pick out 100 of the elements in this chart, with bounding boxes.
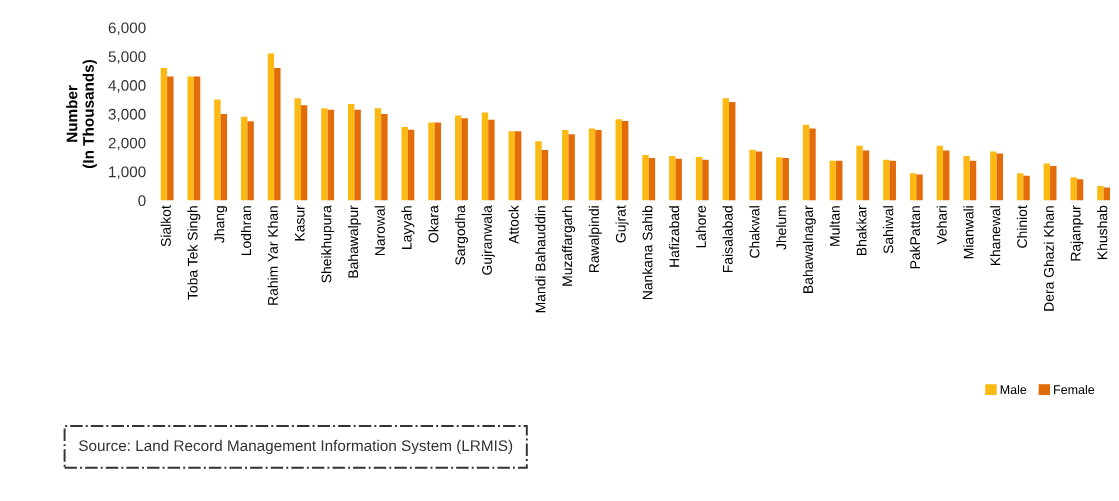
bar xyxy=(568,134,575,201)
bar xyxy=(862,150,870,201)
bar xyxy=(327,109,335,201)
bar xyxy=(776,157,783,201)
bar xyxy=(214,99,221,201)
y-tick-label: 1,000 xyxy=(109,166,146,180)
x-tick-label: Jhang xyxy=(214,206,228,243)
x-tick-label: Bahawalnagar xyxy=(802,205,816,293)
bar xyxy=(615,119,622,201)
x-tick-label: Sahiwal xyxy=(883,206,894,254)
x-tick-label: Sheikhupura xyxy=(321,205,335,283)
bar xyxy=(856,145,863,201)
x-tick-label: Lodhran xyxy=(240,206,252,256)
bar xyxy=(481,112,489,201)
bar xyxy=(428,122,435,201)
x-tick-label: Khushab xyxy=(1097,205,1108,259)
x-tick-label: Sialkot xyxy=(160,205,171,247)
bar xyxy=(642,154,649,201)
bar xyxy=(160,67,168,201)
bar xyxy=(729,101,736,201)
x-tick-label: Rawalpindi xyxy=(588,206,602,273)
y-tick-label: 4,000 xyxy=(108,80,146,93)
x-tick-label: Sargodha xyxy=(454,205,468,265)
bar xyxy=(1076,179,1084,201)
bar xyxy=(193,76,201,201)
y-tick-label: 3,000 xyxy=(108,108,146,122)
bar xyxy=(434,122,442,201)
bar xyxy=(963,156,970,201)
bar xyxy=(1016,173,1024,201)
bar xyxy=(1023,175,1030,201)
bar xyxy=(829,160,837,201)
bar xyxy=(836,160,843,201)
x-tick-label: Multan xyxy=(829,206,840,246)
x-tick-label: Gujrat xyxy=(615,205,629,243)
bar xyxy=(1103,187,1111,201)
bar xyxy=(274,67,281,201)
bar xyxy=(722,98,730,201)
x-tick-label: Rajanpur xyxy=(1070,205,1084,261)
bar xyxy=(220,113,228,201)
legend-label: Male xyxy=(1000,384,1027,395)
bar xyxy=(374,108,382,201)
bar xyxy=(455,115,462,201)
bar xyxy=(990,151,997,201)
y-tick-label: 5,000 xyxy=(108,51,146,64)
bar xyxy=(802,124,810,201)
x-tick-label: Bahawalpur xyxy=(347,205,361,278)
x-tick-label: Toba Tek Singh xyxy=(187,206,201,300)
x-tick-label: Faisalabad xyxy=(722,206,733,273)
bar xyxy=(381,113,388,201)
bar xyxy=(588,128,596,201)
x-tick-label: Khanewal xyxy=(990,206,1001,266)
legend-label: Female xyxy=(1054,384,1095,395)
x-tick-label: Lahore xyxy=(695,205,706,248)
x-tick-label: Dera Ghazi Khan xyxy=(1043,206,1054,311)
bar xyxy=(749,149,756,201)
bar xyxy=(943,150,950,201)
x-tick-label: Narowal xyxy=(374,206,385,256)
x-tick-label: Mianwali xyxy=(963,206,974,259)
x-tick-label: Vehari xyxy=(936,206,947,245)
bar xyxy=(1043,163,1051,201)
bar xyxy=(401,126,408,201)
bar xyxy=(407,129,415,201)
bar xyxy=(347,103,355,201)
bar xyxy=(883,159,890,201)
y-tick-label: 6,000 xyxy=(108,22,146,36)
bar xyxy=(1097,186,1104,201)
x-tick-label: Hafizabad xyxy=(669,206,680,267)
bar xyxy=(782,158,789,201)
bar xyxy=(755,151,763,201)
x-tick-label: Layyah xyxy=(401,206,415,249)
bar xyxy=(1070,177,1077,201)
bar xyxy=(514,131,522,201)
y-tick-label: 0 xyxy=(138,195,146,207)
bar xyxy=(267,53,275,201)
y-tick-label: 2,000 xyxy=(108,137,146,151)
bar xyxy=(909,173,917,201)
bar xyxy=(595,130,602,201)
x-tick-label: PakPattan xyxy=(909,206,921,269)
x-tick-label: Bhakkar xyxy=(856,205,867,256)
x-tick-label: Attock xyxy=(508,205,519,244)
bar xyxy=(702,159,709,201)
bar xyxy=(535,141,542,201)
bar xyxy=(648,158,656,201)
y-axis-title: Number (In Thousands) xyxy=(66,59,97,168)
bar xyxy=(996,153,1003,201)
bar xyxy=(916,174,923,201)
bar xyxy=(541,149,549,201)
bar xyxy=(247,121,254,201)
bar xyxy=(461,118,468,201)
bar xyxy=(508,131,515,201)
bar xyxy=(300,105,308,201)
bar xyxy=(294,98,301,201)
x-tick-label: Kasur xyxy=(294,205,305,241)
bar xyxy=(187,76,194,201)
x-tick-label: Chakwal xyxy=(749,206,760,258)
bar xyxy=(889,160,896,201)
x-tick-label: Okara xyxy=(428,205,439,243)
bar xyxy=(167,76,174,201)
bar xyxy=(936,145,944,201)
x-tick-label: Mandi Bahauddin xyxy=(535,206,546,313)
